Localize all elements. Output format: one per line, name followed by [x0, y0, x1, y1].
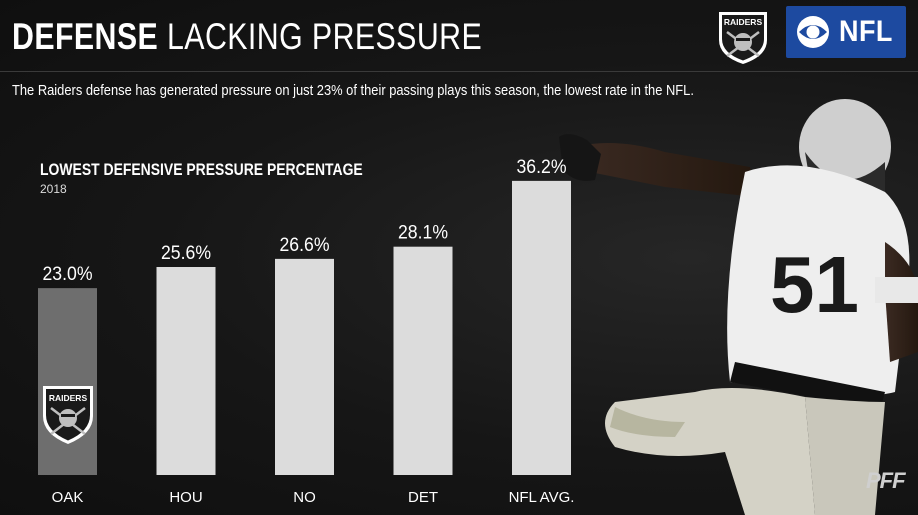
- cbs-eye-icon: [797, 16, 830, 48]
- raiders-bar-logo-text: RAIDERS: [49, 393, 88, 403]
- raiders-logo-text: RAIDERS: [724, 17, 763, 27]
- title-light: LACKING PRESSURE: [167, 16, 483, 57]
- bar-value-label: 26.6%: [280, 235, 330, 256]
- bar-value-label: 28.1%: [398, 223, 448, 244]
- header-divider: [0, 71, 918, 72]
- chart-title: LOWEST DEFENSIVE PRESSURE PERCENTAGE: [40, 160, 363, 179]
- bar-det: [393, 246, 453, 475]
- bar-value-label: 23.0%: [43, 264, 93, 285]
- bar-value-label: 25.6%: [161, 243, 211, 264]
- subtitle: The Raiders defense has generated pressu…: [12, 82, 694, 99]
- pff-watermark: PFF: [866, 468, 906, 493]
- jersey-number: 51: [770, 240, 859, 329]
- category-label: DET: [408, 489, 438, 506]
- raiders-bar-logo: RAIDERS: [43, 386, 93, 444]
- category-label: NO: [293, 489, 316, 506]
- nfl-logo-text: NFL: [839, 15, 893, 48]
- player-image: 51: [559, 99, 918, 515]
- bar-no: [275, 258, 334, 475]
- chart-subtitle: 2018: [40, 182, 67, 196]
- category-label: HOU: [169, 489, 202, 506]
- category-label: NFL AVG.: [509, 489, 575, 506]
- category-label: OAK: [52, 489, 84, 506]
- raiders-logo: RAIDERS: [719, 12, 767, 64]
- bar-hou: [156, 267, 216, 475]
- title-bold: DEFENSE: [12, 16, 159, 57]
- bar-value-label: 36.2%: [517, 157, 567, 178]
- bar-nflavg: [512, 180, 571, 475]
- cbs-nfl-logo: NFL: [786, 6, 906, 58]
- bar-oak: [38, 288, 97, 475]
- page-title: DEFENSE LACKING PRESSURE: [12, 12, 482, 62]
